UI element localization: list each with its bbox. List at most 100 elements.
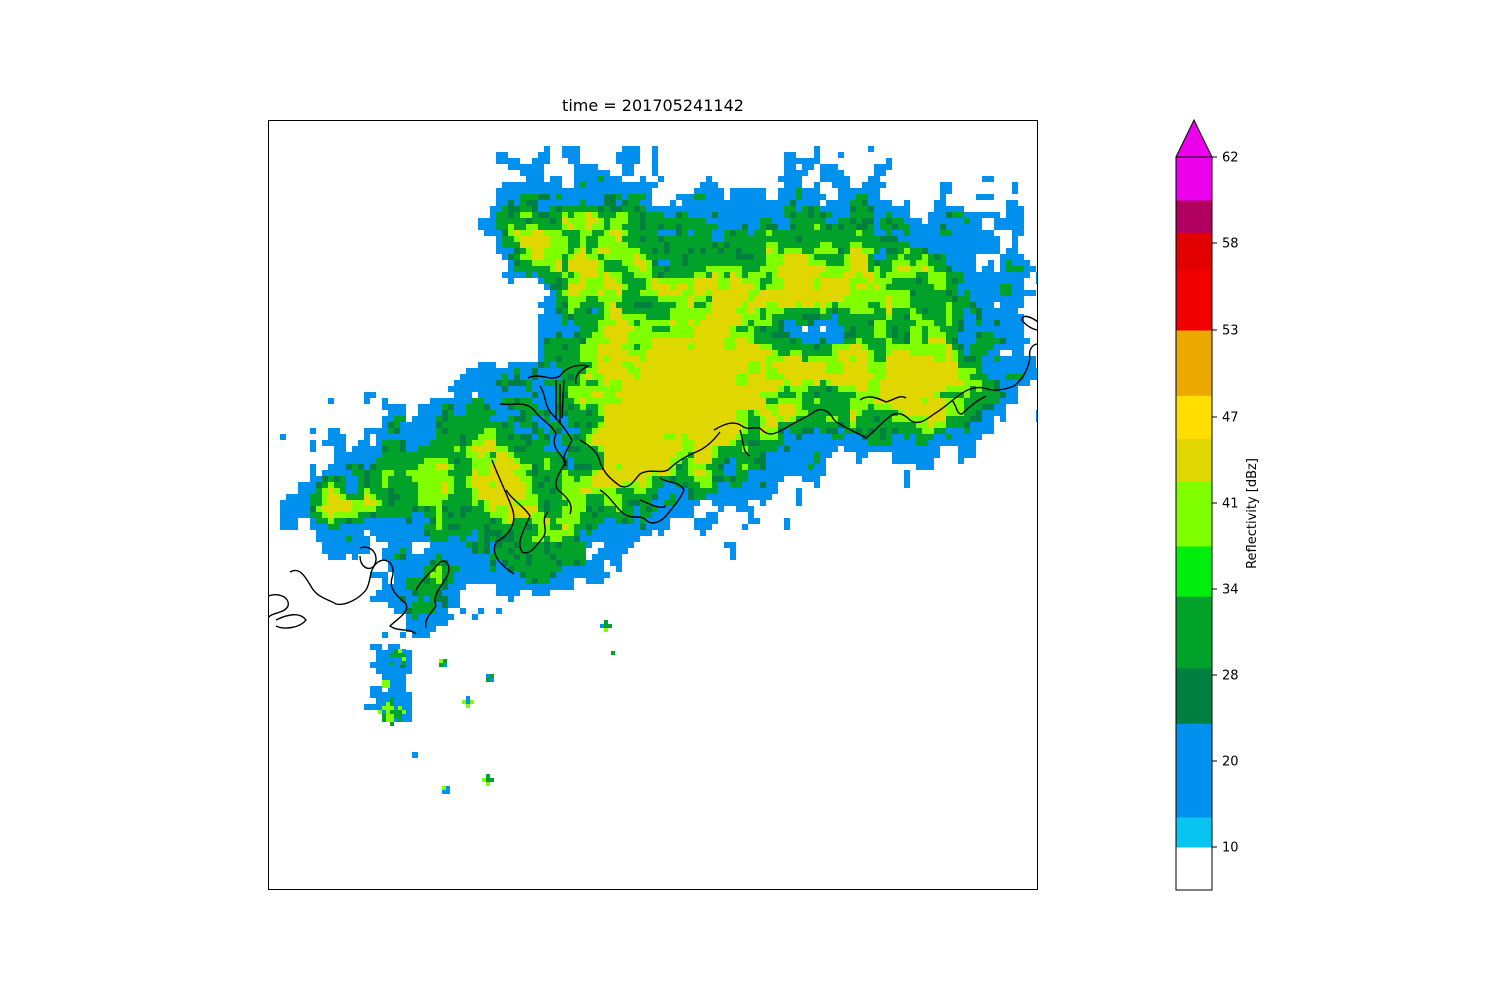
reflectivity-cell [730,188,736,194]
reflectivity-cell [820,272,826,278]
reflectivity-cell [712,374,718,380]
reflectivity-cell [988,302,994,308]
reflectivity-cell [460,428,466,434]
reflectivity-cell [730,422,736,428]
reflectivity-cell [796,392,802,398]
reflectivity-cell [592,392,598,398]
reflectivity-cell [676,476,682,482]
reflectivity-cell [766,452,772,458]
reflectivity-cell [700,434,706,440]
reflectivity-cell [910,374,916,380]
reflectivity-cell [484,374,490,380]
reflectivity-cell [610,380,616,386]
reflectivity-cell [790,206,796,212]
reflectivity-cell [568,518,574,524]
reflectivity-cell [916,440,922,446]
reflectivity-cell [388,422,394,428]
reflectivity-cell [730,338,736,344]
reflectivity-cell [574,482,580,488]
reflectivity-cell [784,152,790,158]
reflectivity-cell [568,386,574,392]
reflectivity-cell [1018,284,1024,290]
reflectivity-cell [802,296,808,302]
reflectivity-cell [436,440,442,446]
reflectivity-cell [856,308,862,314]
reflectivity-cell [790,470,796,476]
reflectivity-cell [568,248,574,254]
reflectivity-cell [916,260,922,266]
reflectivity-cell [928,452,934,458]
reflectivity-cell [682,440,688,446]
reflectivity-cell [928,308,934,314]
reflectivity-cell [622,506,628,512]
reflectivity-cell [994,320,1000,326]
reflectivity-cell [502,512,508,518]
reflectivity-cell [874,170,880,176]
reflectivity-cell [334,476,340,482]
reflectivity-cell [532,266,538,272]
reflectivity-cell [730,440,736,446]
reflectivity-cell [946,302,952,308]
reflectivity-cell [676,284,682,290]
reflectivity-cell [718,206,724,212]
reflectivity-cell [904,428,910,434]
reflectivity-cell [766,278,772,284]
reflectivity-cell [622,380,628,386]
reflectivity-cell [622,404,628,410]
reflectivity-cell [550,434,556,440]
reflectivity-cell [730,254,736,260]
reflectivity-cell [1012,248,1018,254]
reflectivity-cell [682,260,688,266]
reflectivity-cell [520,482,526,488]
reflectivity-cell [904,332,910,338]
reflectivity-cell [760,422,766,428]
reflectivity-cell [376,434,382,440]
reflectivity-cell [706,278,712,284]
reflectivity-cell [532,404,538,410]
reflectivity-cell [868,236,874,242]
reflectivity-cell [490,416,496,422]
reflectivity-cell [730,320,736,326]
reflectivity-cell [784,218,790,224]
reflectivity-cell [598,344,604,350]
reflectivity-cell [514,236,520,242]
reflectivity-cell [544,236,550,242]
reflectivity-cell [682,224,688,230]
reflectivity-cell [820,410,826,416]
reflectivity-cell [538,464,544,470]
reflectivity-cell [838,428,844,434]
reflectivity-cell [712,404,718,410]
reflectivity-cell [544,206,550,212]
reflectivity-cell [544,362,550,368]
reflectivity-cell [766,404,772,410]
reflectivity-cell [670,290,676,296]
reflectivity-cell [778,242,784,248]
reflectivity-cell [796,380,802,386]
reflectivity-cell [994,398,1000,404]
reflectivity-cell [886,392,892,398]
reflectivity-cell [496,392,502,398]
reflectivity-cell [604,278,610,284]
reflectivity-cell [580,254,586,260]
reflectivity-cell [454,416,460,422]
reflectivity-cell [514,494,520,500]
reflectivity-cell [400,470,406,476]
reflectivity-cell [544,302,550,308]
reflectivity-cell [622,410,628,416]
reflectivity-cell [508,428,514,434]
reflectivity-cell [976,344,982,350]
reflectivity-cell [634,242,640,248]
reflectivity-cell [670,272,676,278]
reflectivity-cell [538,452,544,458]
reflectivity-cell [886,296,892,302]
reflectivity-cell [730,278,736,284]
reflectivity-cell [448,506,454,512]
reflectivity-cell [544,242,550,248]
reflectivity-cell [772,332,778,338]
reflectivity-cell [490,218,496,224]
reflectivity-cell [754,308,760,314]
reflectivity-cell [712,488,718,494]
reflectivity-cell [694,356,700,362]
reflectivity-cell [574,272,580,278]
reflectivity-cell [628,152,634,158]
